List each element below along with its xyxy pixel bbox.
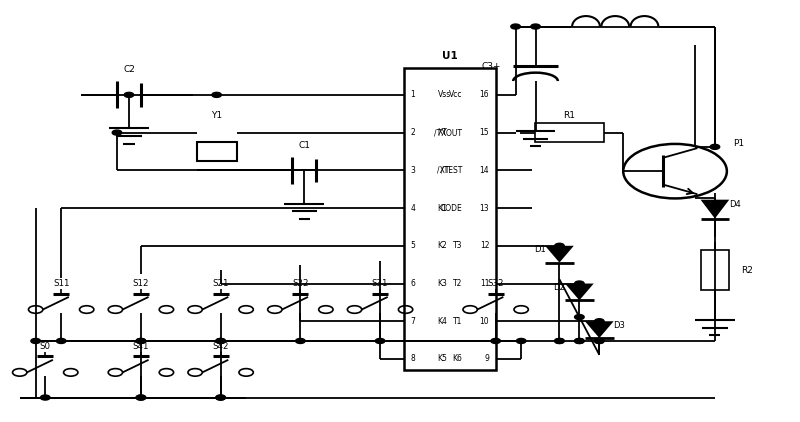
Text: /TEST: /TEST	[441, 166, 462, 175]
Text: K2: K2	[438, 241, 447, 250]
Circle shape	[136, 338, 146, 344]
Text: C2: C2	[123, 65, 135, 74]
Text: P1: P1	[734, 139, 744, 149]
Circle shape	[530, 24, 540, 29]
Polygon shape	[545, 246, 574, 262]
Text: 5: 5	[410, 241, 415, 250]
Text: K4: K4	[438, 317, 447, 326]
Text: 6: 6	[410, 279, 415, 288]
Bar	[534, 123, 604, 142]
Circle shape	[594, 319, 604, 324]
Text: C3+: C3+	[482, 62, 502, 71]
Circle shape	[710, 144, 720, 149]
Text: T1: T1	[453, 317, 462, 326]
Circle shape	[56, 338, 66, 344]
Text: S42: S42	[212, 342, 229, 351]
Text: D2: D2	[554, 283, 566, 292]
Circle shape	[212, 92, 222, 97]
Polygon shape	[701, 200, 730, 219]
Polygon shape	[585, 321, 614, 338]
Circle shape	[216, 338, 226, 344]
Text: K6: K6	[452, 354, 462, 363]
Circle shape	[554, 338, 564, 344]
Text: 1: 1	[410, 90, 415, 99]
Text: D4: D4	[729, 200, 741, 209]
Bar	[404, 68, 496, 370]
Text: Y1: Y1	[211, 111, 222, 120]
Text: C1: C1	[298, 141, 310, 150]
Text: U1: U1	[442, 51, 458, 61]
Text: Vss: Vss	[438, 90, 450, 99]
Circle shape	[295, 338, 305, 344]
Text: S22: S22	[292, 279, 309, 288]
Text: S41: S41	[133, 342, 149, 351]
Text: 4: 4	[410, 203, 415, 213]
Circle shape	[574, 281, 584, 286]
Text: T3: T3	[453, 241, 462, 250]
Text: D3: D3	[614, 321, 625, 330]
Circle shape	[554, 243, 564, 248]
Text: S21: S21	[212, 279, 229, 288]
Circle shape	[574, 338, 584, 344]
Circle shape	[554, 338, 564, 344]
Circle shape	[491, 338, 501, 344]
Circle shape	[41, 395, 50, 400]
Text: CODE: CODE	[441, 203, 462, 213]
Text: R1: R1	[563, 111, 575, 120]
Circle shape	[136, 395, 146, 400]
Text: 15: 15	[480, 128, 490, 137]
Text: 12: 12	[480, 241, 490, 250]
Text: T2: T2	[453, 279, 462, 288]
Circle shape	[216, 338, 226, 344]
Circle shape	[31, 338, 41, 344]
Text: S11: S11	[53, 279, 70, 288]
Text: S0: S0	[40, 342, 50, 351]
Text: K3: K3	[438, 279, 447, 288]
Polygon shape	[565, 284, 594, 300]
Circle shape	[112, 130, 122, 135]
Text: K1: K1	[438, 203, 447, 213]
Text: 13: 13	[480, 203, 490, 213]
Bar	[197, 142, 237, 161]
Circle shape	[136, 395, 146, 400]
Text: 9: 9	[485, 354, 490, 363]
Circle shape	[124, 92, 134, 97]
Circle shape	[574, 314, 584, 319]
Text: 16: 16	[480, 90, 490, 99]
Circle shape	[375, 338, 385, 344]
Text: K5: K5	[438, 354, 447, 363]
Bar	[701, 250, 730, 290]
Circle shape	[594, 338, 604, 344]
Circle shape	[216, 395, 226, 400]
Text: 14: 14	[480, 166, 490, 175]
Text: /XT: /XT	[438, 166, 450, 175]
Circle shape	[516, 338, 526, 344]
Text: Vcc: Vcc	[449, 90, 462, 99]
Circle shape	[574, 338, 584, 344]
Text: S32: S32	[487, 279, 504, 288]
Text: R2: R2	[741, 266, 753, 275]
Circle shape	[511, 24, 520, 29]
Text: 7: 7	[410, 317, 415, 326]
Text: /TXOUT: /TXOUT	[434, 128, 462, 137]
Circle shape	[594, 338, 604, 344]
Circle shape	[136, 338, 146, 344]
Text: 3: 3	[410, 166, 415, 175]
Text: 11: 11	[480, 279, 490, 288]
Text: S31: S31	[372, 279, 388, 288]
Text: 10: 10	[480, 317, 490, 326]
Circle shape	[216, 395, 226, 400]
Text: D1: D1	[534, 246, 546, 254]
Text: S12: S12	[133, 279, 149, 288]
Text: 2: 2	[410, 128, 415, 137]
Text: 8: 8	[410, 354, 415, 363]
Text: XT: XT	[438, 128, 447, 137]
